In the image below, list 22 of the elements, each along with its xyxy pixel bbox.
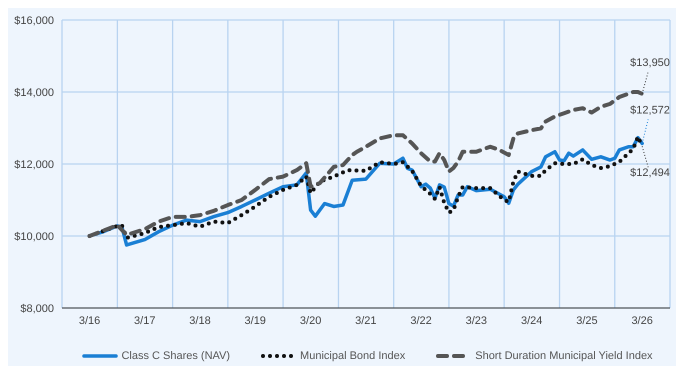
x-tick-label: 3/25 bbox=[576, 314, 598, 327]
annotation: $12,494 bbox=[630, 167, 670, 180]
x-tick-label: 3/22 bbox=[410, 314, 432, 327]
annotation: $13,950 bbox=[630, 56, 670, 69]
annotation: $12,572 bbox=[630, 104, 670, 116]
y-tick-label: $14,000 bbox=[14, 86, 54, 99]
x-tick-label: 3/23 bbox=[466, 314, 488, 327]
y-tick-label: $10,000 bbox=[14, 230, 54, 243]
x-tick-label: 3/16 bbox=[78, 314, 100, 327]
legend-label: Short Duration Municipal Yield Index bbox=[475, 350, 653, 362]
legend-label: Municipal Bond Index bbox=[300, 350, 406, 362]
x-tick-label: 3/26 bbox=[631, 314, 653, 327]
x-tick-label: 3/19 bbox=[244, 314, 266, 327]
x-tick-label: 3/17 bbox=[134, 314, 156, 327]
x-tick-label: 3/20 bbox=[300, 314, 322, 327]
y-tick-label: $16,000 bbox=[14, 14, 54, 27]
x-tick-label: 3/21 bbox=[355, 314, 377, 327]
x-tick-label: 3/18 bbox=[189, 314, 211, 327]
legend-label: Class C Shares (NAV) bbox=[121, 350, 230, 362]
x-tick-label: 3/24 bbox=[520, 314, 542, 327]
y-tick-label: $8,000 bbox=[20, 302, 54, 315]
y-tick-label: $12,000 bbox=[14, 158, 54, 171]
